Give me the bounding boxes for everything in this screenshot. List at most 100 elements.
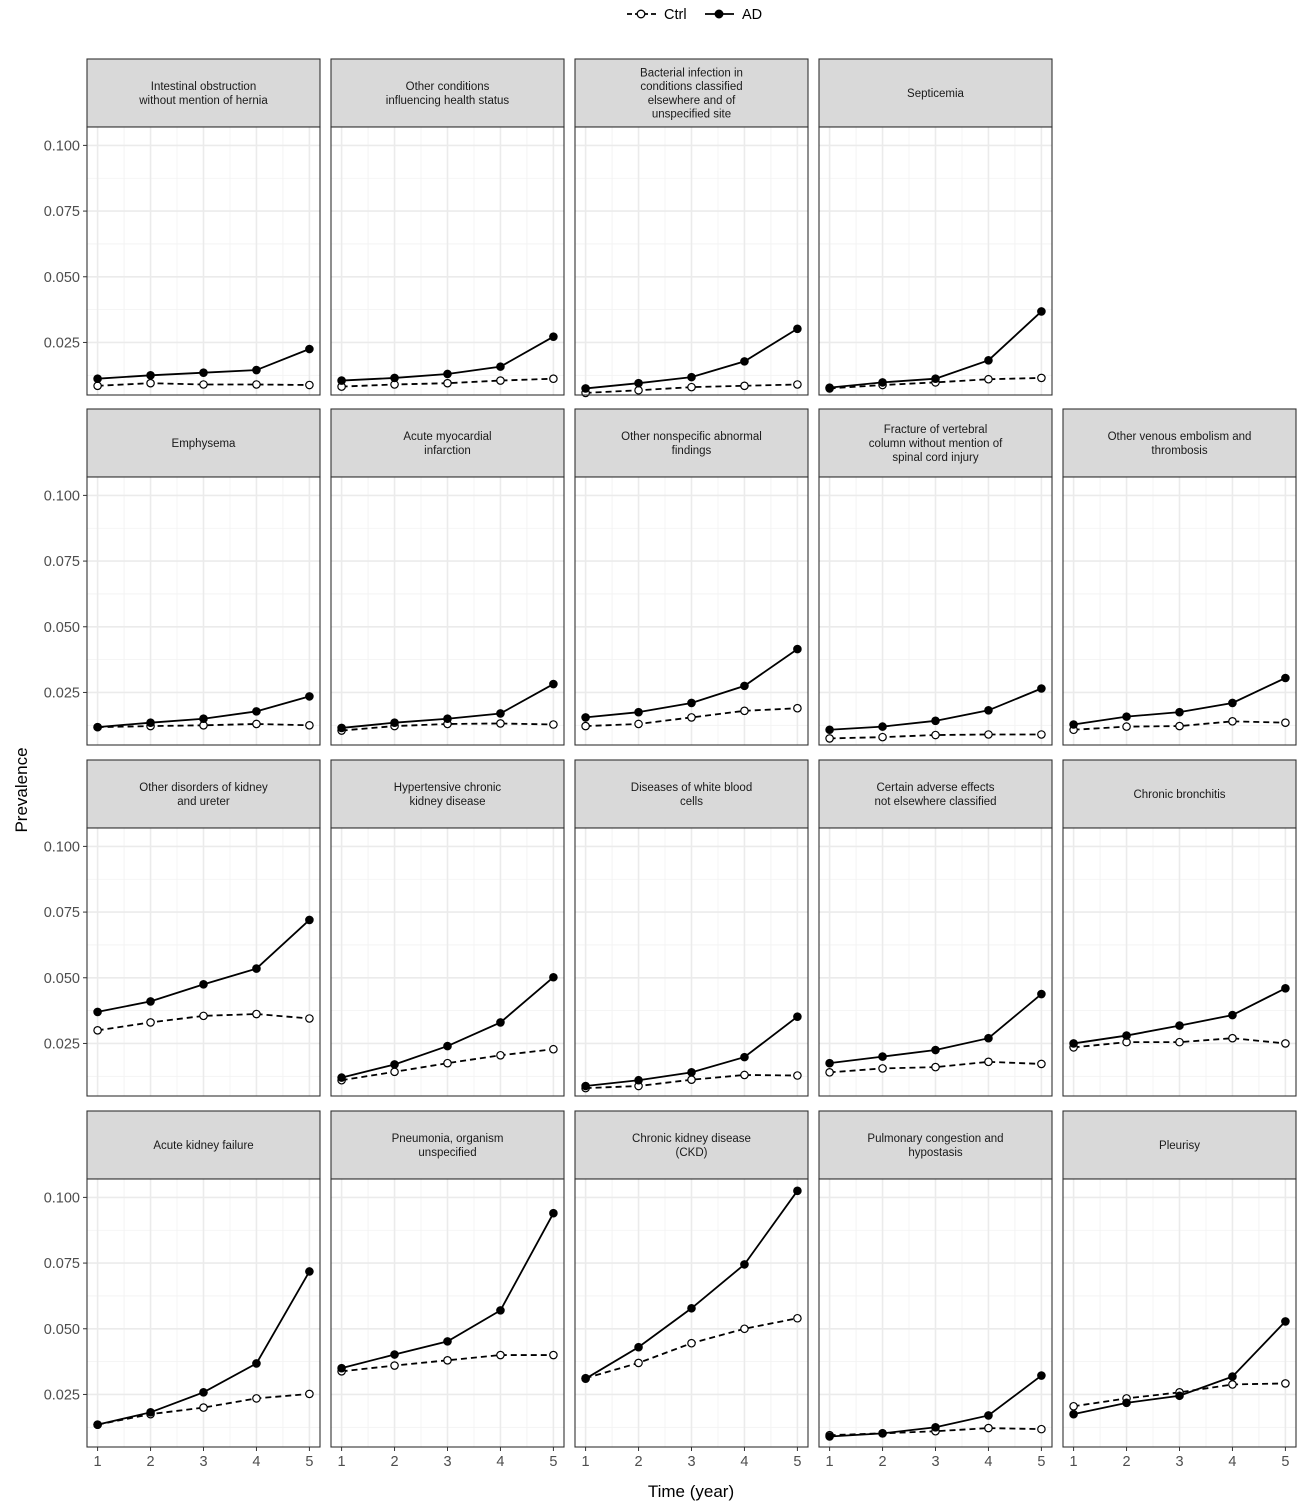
series-line-ctrl <box>585 707 798 727</box>
x-tick-label: 2 <box>147 1454 155 1470</box>
facet-strip <box>1062 759 1297 829</box>
point-ad <box>252 707 261 716</box>
point-ad <box>581 1374 590 1383</box>
point-ad <box>793 324 802 334</box>
x-tick-label: 5 <box>1037 1454 1045 1470</box>
x-tick-label: 2 <box>391 1454 399 1470</box>
series-line-ctrl <box>829 1060 1042 1074</box>
x-tick-label: 3 <box>443 1454 451 1470</box>
facet-strip <box>86 58 321 128</box>
point-ctrl <box>1228 717 1237 726</box>
facet-panel: Septicemia <box>818 58 1053 396</box>
x-tick-label: 1 <box>582 1454 590 1470</box>
y-tick-label: 0.050 <box>44 1322 80 1338</box>
point-ctrl <box>305 720 314 730</box>
x-tick-label: 5 <box>305 1454 313 1470</box>
point-ad <box>984 706 993 715</box>
point-ctrl <box>199 380 208 389</box>
point-ad <box>496 1018 505 1027</box>
point-ctrl <box>687 382 696 392</box>
legend: Ctrl AD <box>627 7 762 23</box>
point-ad <box>1037 989 1046 999</box>
facet-strip <box>330 408 565 478</box>
facet-title: Emphysema <box>172 438 237 450</box>
x-tick-label: 4 <box>496 1454 504 1470</box>
y-tick-label: 0.100 <box>44 1190 80 1206</box>
point-ctrl <box>1281 718 1290 727</box>
series-line-ctrl <box>585 1074 798 1090</box>
point-ad <box>1281 983 1290 993</box>
x-tick-label: 5 <box>549 1454 557 1470</box>
point-ad <box>93 374 102 384</box>
facet-strip <box>574 408 809 478</box>
point-ad <box>337 376 346 385</box>
x-tick-label: 1 <box>826 1454 834 1470</box>
point-ad <box>93 1420 102 1429</box>
point-ad <box>793 1186 802 1196</box>
y-tick-label: 0.075 <box>44 204 80 220</box>
point-ctrl <box>984 1057 993 1067</box>
point-ad <box>1175 1391 1184 1401</box>
x-tick-label: 2 <box>1123 1454 1131 1470</box>
point-ctrl <box>549 1350 558 1360</box>
facet-panel: Other nonspecific abnormal findings <box>574 408 809 746</box>
x-tick-label: 4 <box>1228 1454 1236 1470</box>
point-ctrl <box>496 719 505 728</box>
facet-strip <box>330 1110 565 1180</box>
point-ctrl <box>581 721 590 731</box>
point-ad <box>146 370 155 380</box>
point-ad <box>390 1350 399 1359</box>
point-ctrl <box>1037 373 1046 383</box>
point-ad <box>443 1041 452 1051</box>
point-ad <box>337 1073 346 1082</box>
y-axis-title: Prevalence <box>12 747 31 832</box>
point-ctrl <box>305 1014 314 1023</box>
facet-title: Hypertensive chronic kidney disease <box>394 782 502 808</box>
point-ad <box>146 1408 155 1417</box>
panel-border <box>818 827 1053 1097</box>
facet-panel: Certain adverse effects not elsewhere cla… <box>818 759 1053 1097</box>
y-tick-label: 0.075 <box>44 554 80 570</box>
facet-strip <box>818 759 1053 829</box>
series-line-ctrl <box>829 377 1042 390</box>
point-ad <box>634 1342 643 1352</box>
point-ctrl <box>1281 1379 1290 1388</box>
panel-border <box>574 476 809 746</box>
x-tick-label: 5 <box>793 1454 801 1470</box>
panel-border <box>330 126 565 396</box>
facet-title: Acute myocardial infarction <box>403 431 491 457</box>
point-ad <box>1281 1317 1290 1326</box>
facet-title: Fracture of vertebral column without ment… <box>869 424 1003 464</box>
point-ctrl <box>146 1018 155 1027</box>
x-tick-label: 3 <box>199 1454 207 1470</box>
x-tick-label: 2 <box>879 1454 887 1470</box>
point-ad <box>931 1422 940 1432</box>
point-ad <box>1175 707 1184 717</box>
point-ad <box>687 1303 696 1313</box>
point-ad <box>1037 1371 1046 1380</box>
series-line-ctrl <box>1073 720 1286 731</box>
facet-panel: Pneumonia, organism unspecified 1 2 3 4 5 <box>330 1110 565 1470</box>
facet-title: Other venous embolism and thrombosis <box>1108 431 1252 457</box>
facet-panel: Fracture of vertebral column without ment… <box>818 408 1053 746</box>
facet-title: Other nonspecific abnormal findings <box>621 431 762 457</box>
facet-title: Intestinal obstruction without mention of… <box>138 81 268 107</box>
facet-panel: Pleurisy 1 2 3 4 5 <box>1062 1110 1297 1470</box>
point-ad <box>793 1012 802 1021</box>
facet-strip <box>574 58 809 128</box>
y-tick-label: 0.025 <box>44 335 80 351</box>
point-ctrl <box>793 703 802 713</box>
point-ad <box>825 725 834 735</box>
point-ad <box>252 365 261 375</box>
point-ctrl <box>878 1064 887 1073</box>
y-tick-label: 0.025 <box>44 1036 80 1052</box>
x-tick-label: 1 <box>1070 1454 1078 1470</box>
panel-border <box>818 476 1053 746</box>
point-ad <box>496 1306 505 1315</box>
point-ctrl <box>93 381 102 391</box>
point-ctrl <box>1037 1424 1046 1434</box>
point-ctrl <box>984 374 993 384</box>
point-ad <box>931 374 940 384</box>
facet-title: Other conditions influencing health statu… <box>386 81 510 107</box>
point-ad <box>93 1007 102 1017</box>
